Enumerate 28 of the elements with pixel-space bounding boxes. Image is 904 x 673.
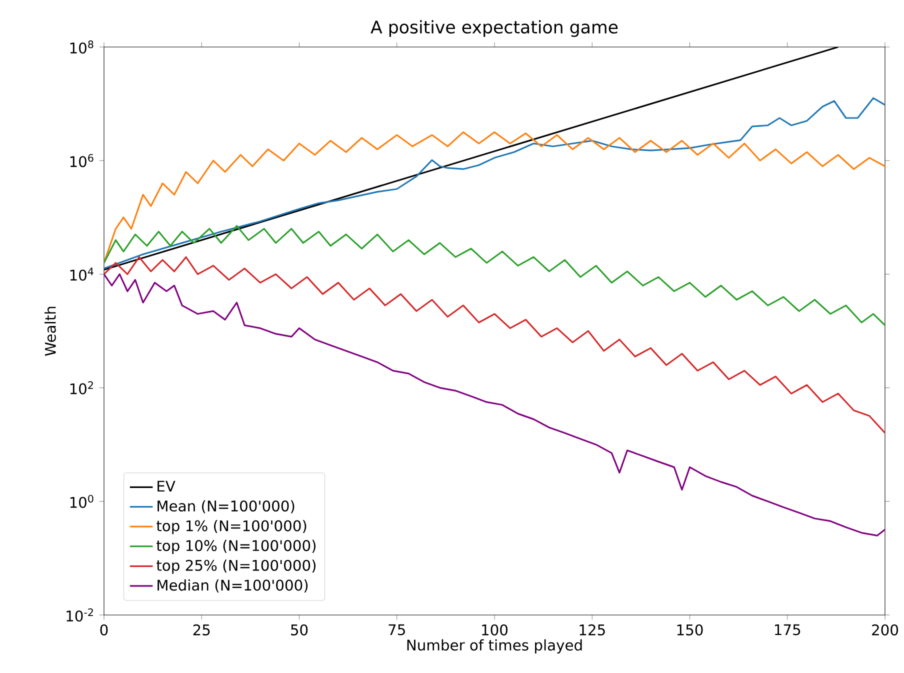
line-series xyxy=(104,273,885,536)
legend-label: Median (N=100'000) xyxy=(158,579,308,592)
x-tick-label: 75 xyxy=(388,624,405,636)
legend-label: top 25% (N=100'000) xyxy=(156,560,316,574)
line-series xyxy=(104,256,885,434)
y-tick-label: 10$^{-2}$ xyxy=(66,608,93,622)
x-tick-label: 125 xyxy=(580,624,605,636)
x-tick-label: 0 xyxy=(100,624,108,636)
legend-label: EV xyxy=(158,480,176,492)
chart-title: A positive expectation game xyxy=(370,20,618,37)
line-series xyxy=(104,97,885,270)
y-tick-label: 10$^{4}$ xyxy=(70,268,94,281)
legend-label: top 1% (N=100'000) xyxy=(156,520,306,534)
x-axis-title: Number of times played xyxy=(407,639,582,654)
x-tick-label: 200 xyxy=(872,624,898,636)
x-tick-label: 100 xyxy=(482,624,508,636)
y-tick-label: 10$^{2}$ xyxy=(70,381,93,394)
x-tick-label: 50 xyxy=(291,624,308,636)
legend-label: top 10% (N=100'000) xyxy=(156,540,316,554)
x-tick-label: 175 xyxy=(774,624,800,636)
legend-label: Mean (N=100'000) xyxy=(158,500,294,514)
y-tick-label: 10$^{6}$ xyxy=(70,154,94,168)
y-axis-title: Wealth xyxy=(44,306,56,356)
y-tick-label: 10$^{0}$ xyxy=(70,494,94,508)
line-series xyxy=(104,225,885,326)
y-tick-label: 10$^{8}$ xyxy=(70,40,94,54)
x-tick-label: 25 xyxy=(193,624,210,636)
x-tick-label: 150 xyxy=(677,624,703,636)
